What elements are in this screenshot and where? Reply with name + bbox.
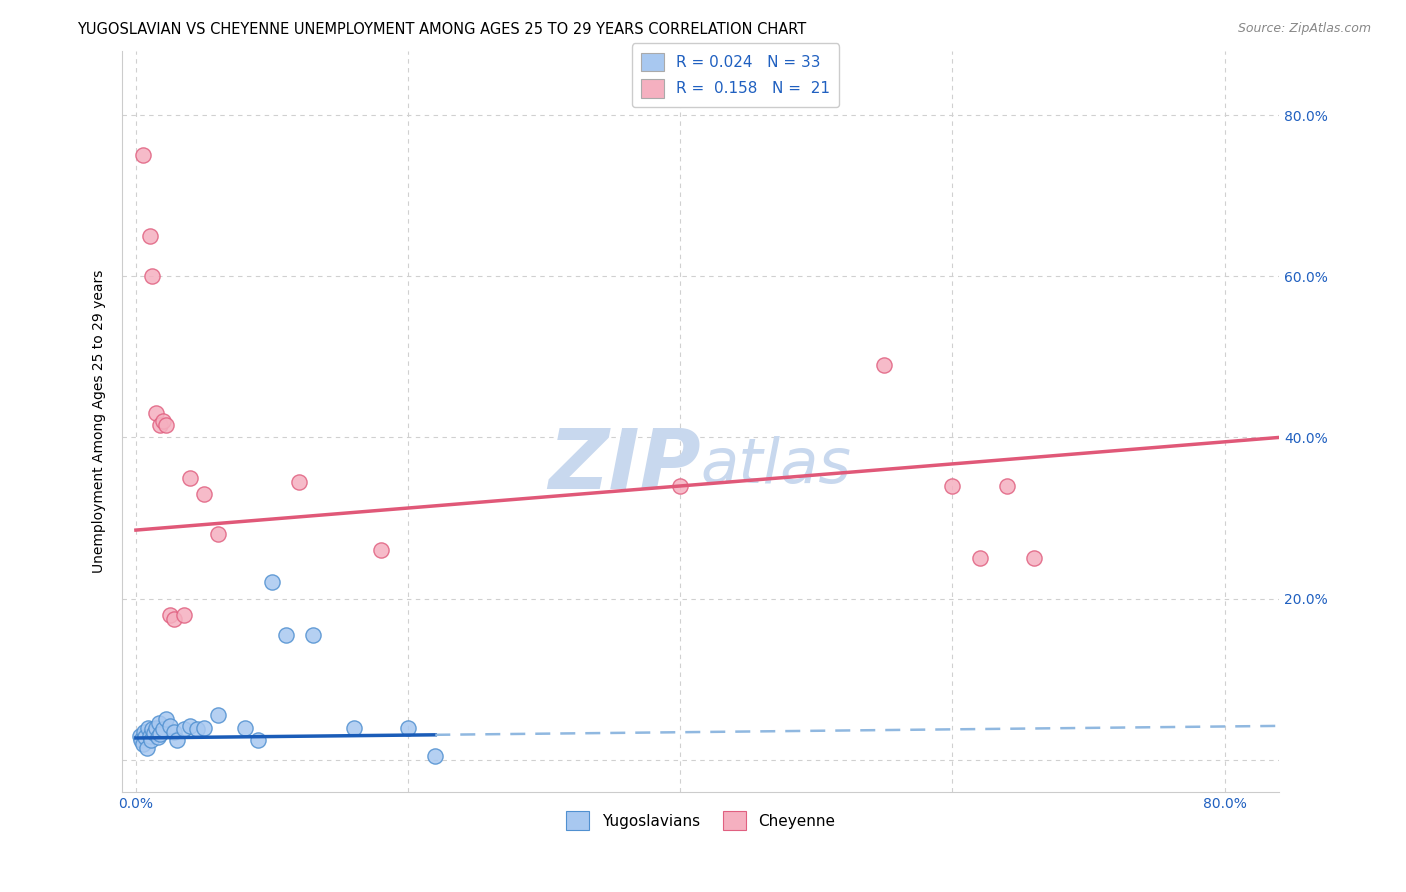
Point — [396, 721, 419, 735]
Point — [995, 479, 1018, 493]
Point — [288, 475, 311, 489]
Point — [163, 724, 186, 739]
Point — [138, 729, 160, 743]
Point — [132, 148, 155, 162]
Point — [969, 551, 991, 566]
Point — [142, 726, 165, 740]
Point — [260, 575, 283, 590]
Point — [149, 418, 172, 433]
Point — [941, 479, 963, 493]
Point — [370, 543, 392, 558]
Point — [173, 722, 195, 736]
Point — [141, 722, 163, 736]
Point — [247, 732, 270, 747]
Point — [139, 732, 162, 747]
Point — [152, 414, 174, 428]
Point — [207, 708, 229, 723]
Point — [186, 722, 208, 736]
Point — [145, 406, 167, 420]
Point — [148, 716, 170, 731]
Point — [301, 628, 323, 642]
Point — [173, 607, 195, 622]
Point — [233, 721, 256, 735]
Point — [163, 612, 186, 626]
Point — [131, 732, 153, 747]
Point — [179, 719, 201, 733]
Point — [132, 724, 155, 739]
Point — [155, 713, 177, 727]
Legend: Yugoslavians, Cheyenne: Yugoslavians, Cheyenne — [561, 805, 841, 836]
Point — [193, 721, 215, 735]
Y-axis label: Unemployment Among Ages 25 to 29 years: Unemployment Among Ages 25 to 29 years — [93, 269, 107, 573]
Point — [132, 737, 155, 751]
Point — [343, 721, 366, 735]
Point — [129, 729, 152, 743]
Point — [141, 269, 163, 284]
Point — [135, 740, 157, 755]
Point — [1022, 551, 1045, 566]
Point — [179, 471, 201, 485]
Point — [425, 748, 447, 763]
Point — [159, 719, 181, 733]
Text: Source: ZipAtlas.com: Source: ZipAtlas.com — [1237, 22, 1371, 36]
Point — [152, 722, 174, 736]
Point — [207, 527, 229, 541]
Point — [145, 721, 167, 735]
Point — [159, 607, 181, 622]
Point — [873, 358, 896, 372]
Point — [193, 487, 215, 501]
Point — [166, 732, 188, 747]
Point — [138, 229, 160, 244]
Text: atlas: atlas — [700, 436, 852, 496]
Point — [136, 721, 159, 735]
Point — [146, 730, 169, 744]
Text: YUGOSLAVIAN VS CHEYENNE UNEMPLOYMENT AMONG AGES 25 TO 29 YEARS CORRELATION CHART: YUGOSLAVIAN VS CHEYENNE UNEMPLOYMENT AMO… — [77, 22, 807, 37]
Point — [155, 418, 177, 433]
Point — [669, 479, 692, 493]
Text: ZIP: ZIP — [548, 425, 700, 507]
Point — [149, 727, 172, 741]
Point — [134, 730, 156, 744]
Point — [274, 628, 297, 642]
